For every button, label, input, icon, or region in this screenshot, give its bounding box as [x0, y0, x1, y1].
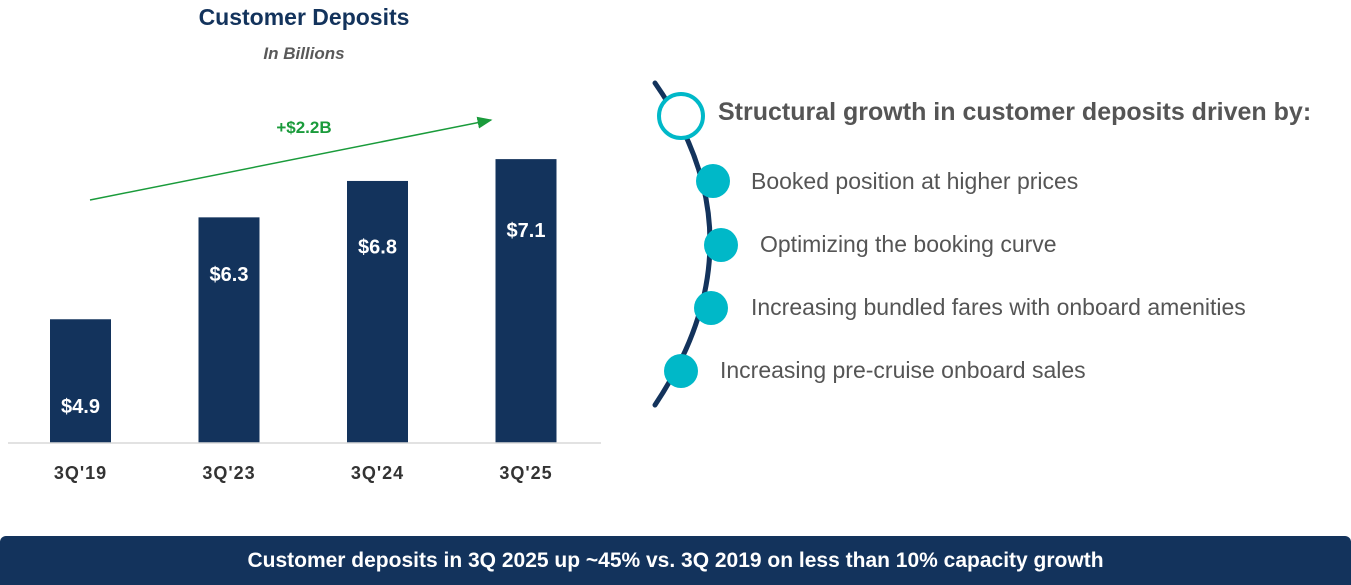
- x-tick-label: 3Q'19: [54, 463, 107, 483]
- driver-item: Booked position at higher prices: [751, 168, 1079, 194]
- timeline-arc: [652, 80, 738, 408]
- chart-title: Customer Deposits: [198, 4, 410, 30]
- bar: [50, 319, 111, 443]
- bar: [198, 217, 260, 443]
- bar: [495, 159, 557, 443]
- x-tick-label: 3Q'23: [202, 463, 255, 483]
- drivers-heading: Structural growth in customer deposits d…: [718, 98, 1312, 126]
- footer-banner: Customer deposits in 3Q 2025 up ~45% vs.…: [0, 536, 1351, 585]
- driver-item: Optimizing the booking curve: [760, 231, 1057, 257]
- deposits-bar-chart: $4.9 $6.3 $6.8 $7.1 3Q'19 3Q'23 3Q'24 3Q'25 +$…: [8, 116, 601, 483]
- chart-subtitle: In Billions: [263, 44, 345, 63]
- bar-data-label: $4.9: [61, 396, 100, 418]
- bar-data-label: $6.3: [210, 264, 249, 286]
- bar-data-label: $7.1: [507, 220, 546, 242]
- growth-annotation: +$2.2B: [276, 118, 331, 137]
- growth-trend-arrow: [89, 116, 493, 201]
- bar-data-label: $6.8: [358, 236, 397, 258]
- driver-item: Increasing bundled fares with onboard am…: [751, 294, 1246, 320]
- driver-dot-icon: [694, 291, 728, 325]
- driver-dot-icon: [704, 228, 738, 262]
- x-tick-label: 3Q'25: [499, 463, 552, 483]
- footer-text: Customer deposits in 3Q 2025 up ~45% vs.…: [247, 548, 1104, 572]
- driver-item: Increasing pre-cruise onboard sales: [720, 357, 1086, 383]
- x-tick-label: 3Q'24: [351, 463, 404, 483]
- heading-ring-icon: [657, 92, 705, 140]
- driver-dot-icon: [696, 164, 730, 198]
- bar: [347, 180, 408, 443]
- driver-dot-icon: [664, 354, 698, 388]
